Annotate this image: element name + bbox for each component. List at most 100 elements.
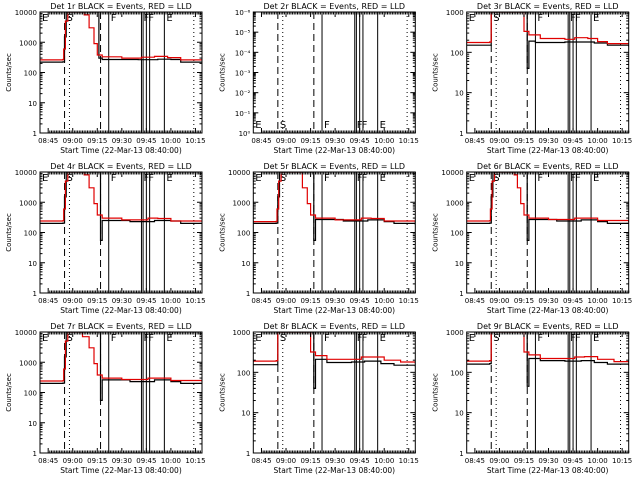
chart-panel: Det 4r BLACK = Events, RED = LLDSFFFEE11… xyxy=(5,162,206,315)
x-tick-label: 08:45 xyxy=(251,137,271,145)
event-marker-label: E xyxy=(380,173,386,184)
event-marker-label: F xyxy=(362,120,368,131)
y-tick-label: 10 xyxy=(455,90,464,98)
y-tick-label: 10 xyxy=(241,260,250,268)
x-tick-label: 08:45 xyxy=(38,457,58,465)
x-tick-label: 09:45 xyxy=(563,297,583,305)
x-axis-label: Start Time (22-Mar-13 08:40:00) xyxy=(60,306,182,315)
y-tick-label: 10⁻² xyxy=(235,90,251,98)
x-tick-label: 09:00 xyxy=(489,297,509,305)
y-axis-label: Counts/sec xyxy=(218,53,226,92)
x-tick-label: 09:30 xyxy=(538,457,558,465)
y-tick-label: 10000 xyxy=(15,329,37,337)
x-tick-label: 09:45 xyxy=(563,137,583,145)
y-tick-label: 1 xyxy=(246,450,250,458)
x-tick-label: 10:15 xyxy=(185,457,205,465)
event-marker-label: F xyxy=(324,333,330,344)
x-tick-label: 09:00 xyxy=(489,457,509,465)
x-tick-label: 10:15 xyxy=(612,457,632,465)
y-axis-label: Counts/sec xyxy=(5,53,13,92)
x-tick-label: 10:00 xyxy=(588,457,608,465)
x-tick-label: 10:00 xyxy=(161,457,181,465)
y-tick-label: 1 xyxy=(459,130,463,138)
x-tick-label: 08:45 xyxy=(38,297,58,305)
x-tick-label: 10:15 xyxy=(399,297,419,305)
lld-series-line xyxy=(40,172,202,222)
x-tick-label: 09:30 xyxy=(325,297,345,305)
y-tick-label: 100 xyxy=(24,390,37,398)
event-marker-label: E xyxy=(255,333,261,344)
x-axis-label: Start Time (22-Mar-13 08:40:00) xyxy=(487,466,609,475)
y-tick-label: 10⁰ xyxy=(239,130,251,138)
x-tick-label: 09:15 xyxy=(514,297,534,305)
plot-frame xyxy=(466,331,630,454)
x-tick-label: 08:45 xyxy=(465,297,485,305)
y-tick-label: 10 xyxy=(241,410,250,418)
x-tick-label: 09:45 xyxy=(136,137,156,145)
event-marker-label: E xyxy=(593,13,599,24)
chart-title: Det 8r BLACK = Events, RED = LLD xyxy=(264,322,406,331)
x-tick-label: 09:30 xyxy=(112,137,132,145)
x-tick-label: 08:45 xyxy=(38,137,58,145)
plot-frame xyxy=(252,331,416,454)
chart-panel: Det 7r BLACK = Events, RED = LLDSFFFEE11… xyxy=(5,322,206,475)
y-tick-label: 1 xyxy=(459,450,463,458)
event-marker-label: F xyxy=(537,173,543,184)
event-marker-label: F xyxy=(324,173,330,184)
y-tick-label: 10000 xyxy=(15,9,37,17)
x-tick-label: 09:15 xyxy=(300,457,320,465)
event-marker-label: E xyxy=(380,120,386,131)
lld-series-line xyxy=(253,172,416,223)
y-tick-label: 1000 xyxy=(19,39,37,47)
y-tick-label: 10⁻⁴ xyxy=(235,49,251,57)
y-tick-label: 10⁻³ xyxy=(235,70,251,78)
x-axis-label: Start Time (22-Mar-13 08:40:00) xyxy=(274,466,396,475)
y-tick-label: 10 xyxy=(28,260,37,268)
y-tick-label: 1 xyxy=(33,290,37,298)
x-tick-label: 09:45 xyxy=(350,137,370,145)
event-marker-label: S xyxy=(280,333,286,344)
y-axis-label: Counts/sec xyxy=(218,213,226,252)
chart-panel: Det 8r BLACK = Events, RED = LLDSFFFEE11… xyxy=(218,322,419,475)
event-marker-label: F xyxy=(324,120,330,131)
events-series-line xyxy=(466,12,629,69)
chart-panel: Det 5r BLACK = Events, RED = LLDSFFFEE11… xyxy=(218,162,419,315)
x-tick-label: 09:15 xyxy=(87,457,107,465)
event-marker-label: F xyxy=(148,13,154,24)
events-series-line xyxy=(253,172,416,241)
x-tick-label: 09:30 xyxy=(325,457,345,465)
event-marker-label: E xyxy=(166,173,172,184)
x-tick-label: 10:00 xyxy=(374,457,394,465)
y-tick-label: 10000 xyxy=(228,169,250,177)
chart-panel: Det 3r BLACK = Events, RED = LLDSFFFEE11… xyxy=(432,2,633,155)
y-tick-label: 10 xyxy=(455,260,464,268)
event-marker-label: S xyxy=(67,13,73,24)
chart-title: Det 1r BLACK = Events, RED = LLD xyxy=(50,2,192,11)
event-marker-label: E xyxy=(166,333,172,344)
event-marker-label: E xyxy=(593,173,599,184)
plot-frame xyxy=(466,11,630,134)
x-tick-label: 08:45 xyxy=(251,297,271,305)
chart-title: Det 3r BLACK = Events, RED = LLD xyxy=(477,2,619,11)
x-axis-label: Start Time (22-Mar-13 08:40:00) xyxy=(487,146,609,155)
event-marker-label: F xyxy=(575,13,581,24)
chart-title: Det 5r BLACK = Events, RED = LLD xyxy=(264,162,406,171)
y-tick-label: 10 xyxy=(28,100,37,108)
event-marker-label: E xyxy=(469,333,475,344)
x-tick-label: 09:00 xyxy=(276,297,296,305)
chart-title: Det 4r BLACK = Events, RED = LLD xyxy=(50,162,192,171)
y-axis-label: Counts/sec xyxy=(5,373,13,412)
event-marker-label: F xyxy=(575,333,581,344)
x-tick-label: 10:00 xyxy=(374,137,394,145)
event-marker-label: F xyxy=(148,333,154,344)
y-tick-label: 100 xyxy=(450,369,463,377)
x-tick-label: 10:00 xyxy=(161,297,181,305)
x-tick-label: 09:00 xyxy=(63,297,83,305)
y-tick-label: 10⁻⁵ xyxy=(235,29,251,37)
y-tick-label: 10000 xyxy=(441,169,463,177)
y-tick-label: 1000 xyxy=(19,359,37,367)
chart-panel: Det 9r BLACK = Events, RED = LLDSFFFEE11… xyxy=(432,322,633,475)
lld-series-line xyxy=(40,12,202,61)
x-tick-label: 09:15 xyxy=(514,137,534,145)
